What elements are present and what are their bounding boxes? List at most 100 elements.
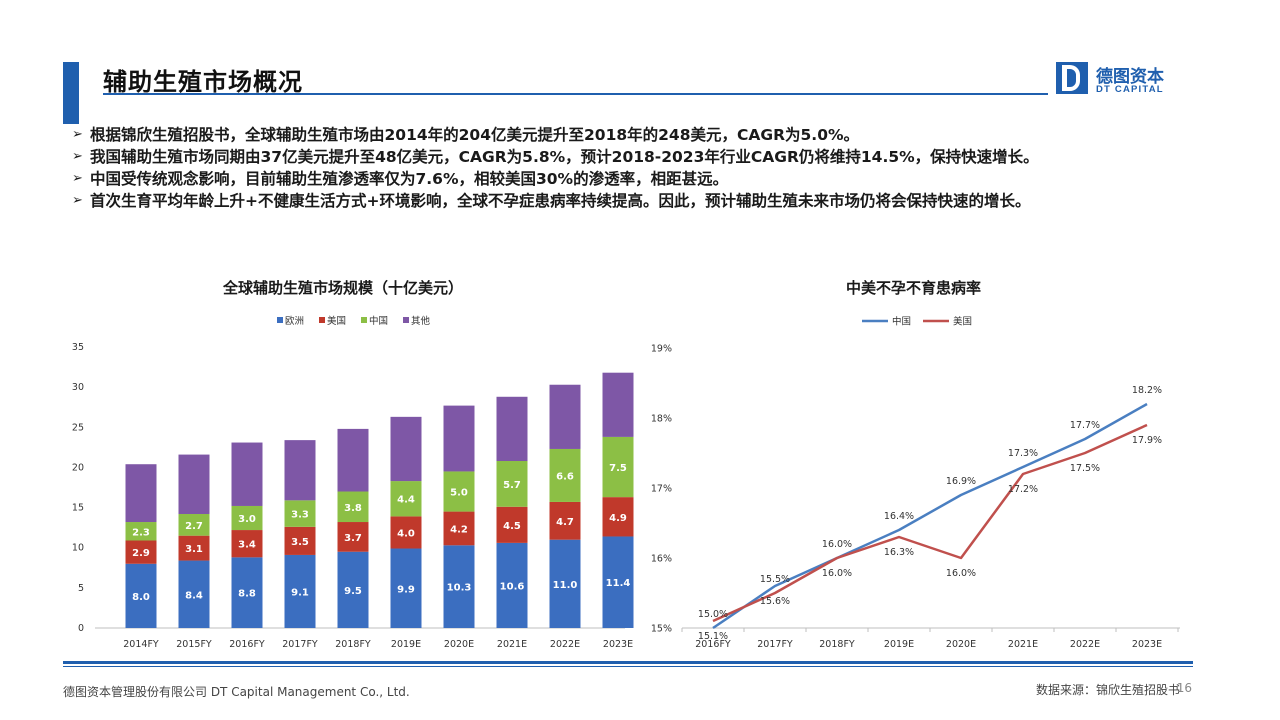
data-label: 11.0 [553, 580, 578, 591]
data-label: 17.5% [1070, 463, 1100, 474]
bar-segment [125, 540, 157, 564]
data-label: 9.9 [397, 584, 415, 595]
title-underline [103, 93, 1048, 95]
y-tick-label: 15% [651, 624, 672, 635]
x-tick-label: 2016FY [229, 639, 265, 650]
legend-label-0: 中国 [892, 316, 911, 328]
data-label: 16.3% [884, 547, 914, 558]
bar-segment [549, 448, 581, 502]
bar-segment [390, 481, 422, 517]
y-tick-label: 5 [78, 583, 84, 594]
bar-segment [284, 500, 316, 527]
legend-swatch-3 [403, 317, 409, 323]
bar-segment [390, 416, 422, 482]
data-label: 10.3 [447, 583, 472, 594]
data-label: 16.0% [946, 568, 976, 579]
bar-segment [125, 563, 157, 628]
bar-segment [602, 536, 634, 628]
data-label: 3.3 [291, 510, 309, 521]
bar-segment [549, 384, 581, 449]
y-tick-label: 25 [72, 422, 84, 433]
company-logo: 德图资本 DT CAPITAL [1056, 62, 1180, 96]
bar-segment [443, 511, 475, 546]
data-label: 17.2% [1008, 484, 1038, 495]
data-label: 11.4 [606, 578, 631, 589]
bar-segment [231, 557, 263, 628]
logo-english-name: DT CAPITAL [1096, 84, 1164, 95]
legend-label-1: 美国 [327, 315, 346, 327]
x-tick-label: 2015FY [176, 639, 212, 650]
footer-company: 德图资本管理股份有限公司 DT Capital Management Co., … [63, 685, 410, 699]
x-tick-label: 2019E [884, 639, 914, 650]
x-tick-label: 2020E [946, 639, 976, 650]
x-tick-label: 2018FY [335, 639, 371, 650]
series-line-1 [712, 423, 1148, 623]
data-label: 15.5% [760, 574, 790, 585]
data-label: 15.0% [698, 609, 728, 620]
bar-segment [178, 535, 210, 561]
arrow-bullet-icon: ➢ [72, 171, 83, 186]
data-label: 16.0% [822, 539, 852, 550]
y-tick-label: 19% [651, 344, 672, 355]
data-label: 5.0 [450, 488, 468, 499]
bullet-text: 根据锦欣生殖招股书，全球辅助生殖市场由2014年的204亿美元提升至2018年的… [90, 126, 860, 144]
series-line-0 [712, 402, 1148, 630]
data-label: 4.0 [397, 528, 415, 539]
data-label: 9.1 [291, 587, 309, 598]
bar-segment [337, 491, 369, 523]
bar-segment [178, 560, 210, 628]
x-tick-label: 2020E [444, 639, 474, 650]
page-title: 辅助生殖市场概况 [103, 68, 303, 96]
y-tick-label: 0 [78, 623, 84, 634]
data-label: 16.4% [884, 511, 914, 522]
arrow-bullet-icon: ➢ [72, 127, 83, 142]
legend-swatch-2 [361, 317, 367, 323]
bullet-item: ➢ 我国辅助生殖市场同期由37亿美元提升至48亿美元，CAGR为5.8%，预计2… [70, 146, 1180, 168]
data-label: 2.3 [132, 527, 150, 538]
y-tick-label: 30 [72, 382, 84, 393]
legend-label-3: 其他 [411, 315, 431, 327]
bar-segment [549, 501, 581, 540]
data-label: 5.7 [503, 480, 521, 491]
bar-segment [178, 513, 210, 536]
logo-mark-icon [1056, 62, 1088, 94]
data-label: 4.9 [609, 513, 627, 524]
bar-chart-title: 全球辅助生殖市场规模（十亿美元） [223, 279, 464, 297]
bar-segment [125, 464, 157, 523]
bar-segment [443, 545, 475, 628]
bullet-item: ➢ 根据锦欣生殖招股书，全球辅助生殖市场由2014年的204亿美元提升至2018… [70, 124, 1180, 146]
x-tick-label: 2022E [550, 639, 580, 650]
y-tick-label: 20 [72, 462, 84, 473]
bar-segment [337, 522, 369, 552]
data-label: 4.2 [450, 524, 468, 535]
x-tick-label: 2018FY [819, 639, 855, 650]
bar-segment [602, 372, 634, 437]
logo-chinese-name: 德图资本 [1096, 67, 1164, 87]
x-tick-label: 2021E [1008, 639, 1038, 650]
bar-segment [337, 428, 369, 492]
data-label: 17.9% [1132, 435, 1162, 446]
data-label: 3.5 [291, 537, 309, 548]
x-tick-label: 2021E [497, 639, 527, 650]
x-tick-label: 2019E [391, 639, 421, 650]
page-number: 16 [1176, 681, 1192, 695]
x-tick-label: 2022E [1070, 639, 1100, 650]
x-tick-label: 2017FY [282, 639, 318, 650]
bar-segment [284, 526, 316, 555]
bar-segment [178, 454, 210, 514]
data-label: 8.4 [185, 590, 203, 601]
data-label: 15.1% [698, 631, 728, 642]
arrow-bullet-icon: ➢ [72, 149, 83, 164]
x-tick-label: 2014FY [123, 639, 159, 650]
y-tick-label: 16% [651, 554, 672, 565]
data-label: 17.3% [1008, 448, 1038, 459]
bullet-text: 中国受传统观念影响，目前辅助生殖渗透率仅为7.6%，相较美国30%的渗透率，相距… [90, 170, 729, 188]
bar-segment [443, 471, 475, 512]
legend-label-1: 美国 [953, 316, 972, 328]
title-accent-bar [63, 62, 79, 124]
footer-rule [63, 661, 1193, 664]
x-tick-label: 2023E [1132, 639, 1162, 650]
bar-segment [602, 436, 634, 498]
bar-segment [496, 396, 528, 462]
bar-segment [390, 548, 422, 628]
